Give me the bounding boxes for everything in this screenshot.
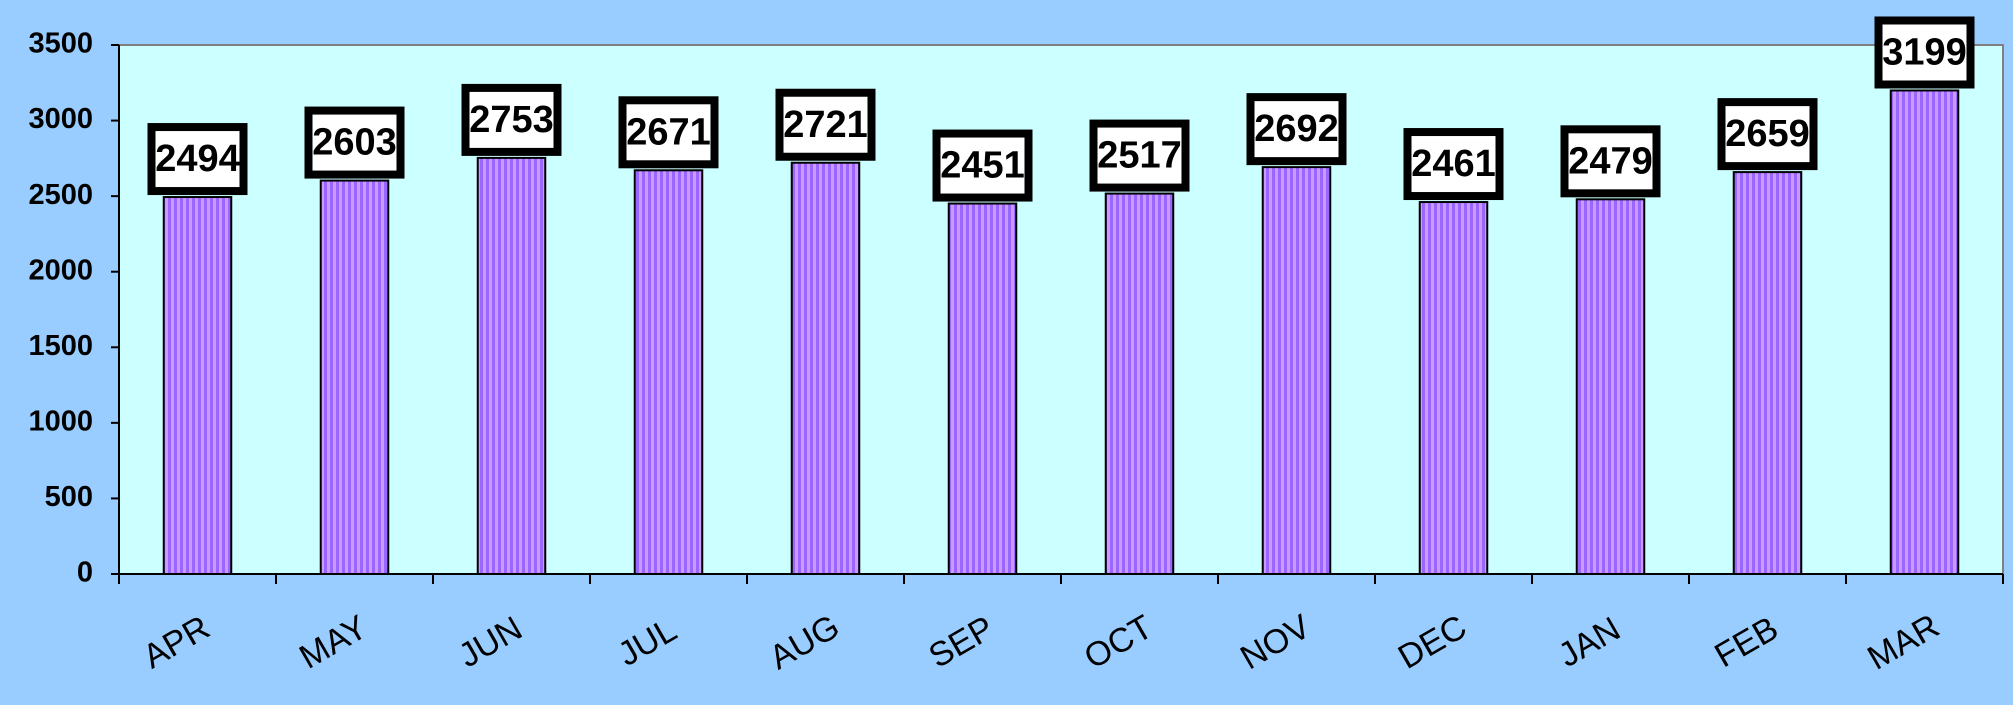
data-label-box (1717, 98, 1818, 171)
data-label-box (1089, 119, 1190, 192)
data-label-box (1874, 16, 1975, 89)
bar (790, 161, 861, 575)
data-label: 2671 (626, 111, 711, 153)
data-label-box (1403, 128, 1504, 201)
y-tick-label: 3000 (28, 103, 93, 135)
bar (1732, 171, 1803, 575)
y-tick-label: 0 (77, 557, 93, 589)
y-tick-label: 2000 (28, 254, 93, 286)
bar (1418, 201, 1489, 576)
bar (1104, 192, 1175, 575)
y-tick-label: 3500 (28, 28, 93, 60)
bar (1889, 89, 1960, 576)
y-tick-label: 1500 (28, 330, 93, 362)
data-label-box (147, 123, 248, 196)
data-label: 2603 (312, 122, 397, 164)
bar (1575, 198, 1646, 575)
data-label: 2479 (1568, 140, 1653, 182)
bar (633, 169, 704, 575)
plot-area (118, 44, 2004, 575)
data-label: 2721 (783, 104, 868, 146)
data-label: 2692 (1254, 108, 1339, 150)
data-label-box (1560, 125, 1661, 198)
y-tick-label: 500 (45, 481, 93, 513)
data-label-box (932, 129, 1033, 202)
bar (319, 179, 390, 576)
y-tick-label: 1000 (28, 406, 93, 438)
data-label-box (304, 106, 405, 179)
data-label: 2461 (1411, 143, 1496, 185)
bar (1261, 166, 1332, 575)
bar (162, 196, 233, 575)
bar (947, 202, 1018, 575)
data-label-box (461, 83, 562, 156)
data-label-box (618, 96, 719, 169)
data-label: 2753 (469, 99, 554, 141)
data-label: 3199 (1882, 32, 1967, 74)
data-label: 2451 (940, 145, 1025, 187)
data-label: 2494 (155, 138, 240, 180)
y-tick-label: 2500 (28, 179, 93, 211)
data-label: 2659 (1725, 113, 1810, 155)
bar (476, 156, 547, 575)
data-label: 2517 (1097, 135, 1182, 177)
data-label-box (775, 88, 876, 161)
data-label-box (1246, 93, 1347, 166)
